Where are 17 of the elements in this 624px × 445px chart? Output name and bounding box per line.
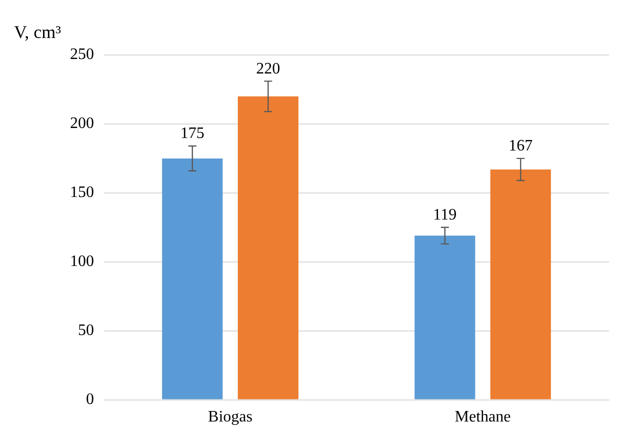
- data-label: 220: [256, 60, 280, 78]
- data-label: 175: [180, 125, 204, 142]
- y-axis-title: V, cm³: [14, 22, 62, 43]
- bar: [414, 236, 476, 400]
- y-tick-label: 150: [70, 184, 94, 202]
- data-label: 119: [433, 206, 457, 224]
- bar: [490, 169, 551, 400]
- x-tick-label: Biogas: [208, 408, 252, 426]
- data-label: 167: [508, 138, 533, 155]
- x-tick-label: Methane: [454, 408, 511, 426]
- bar: [162, 158, 223, 400]
- y-tick-label: 100: [70, 253, 94, 270]
- y-tick-label: 250: [70, 46, 94, 64]
- bar: [238, 96, 298, 400]
- y-tick-label: 0: [86, 391, 94, 408]
- y-tick-label: 200: [70, 115, 94, 132]
- y-tick-label: 50: [78, 322, 94, 340]
